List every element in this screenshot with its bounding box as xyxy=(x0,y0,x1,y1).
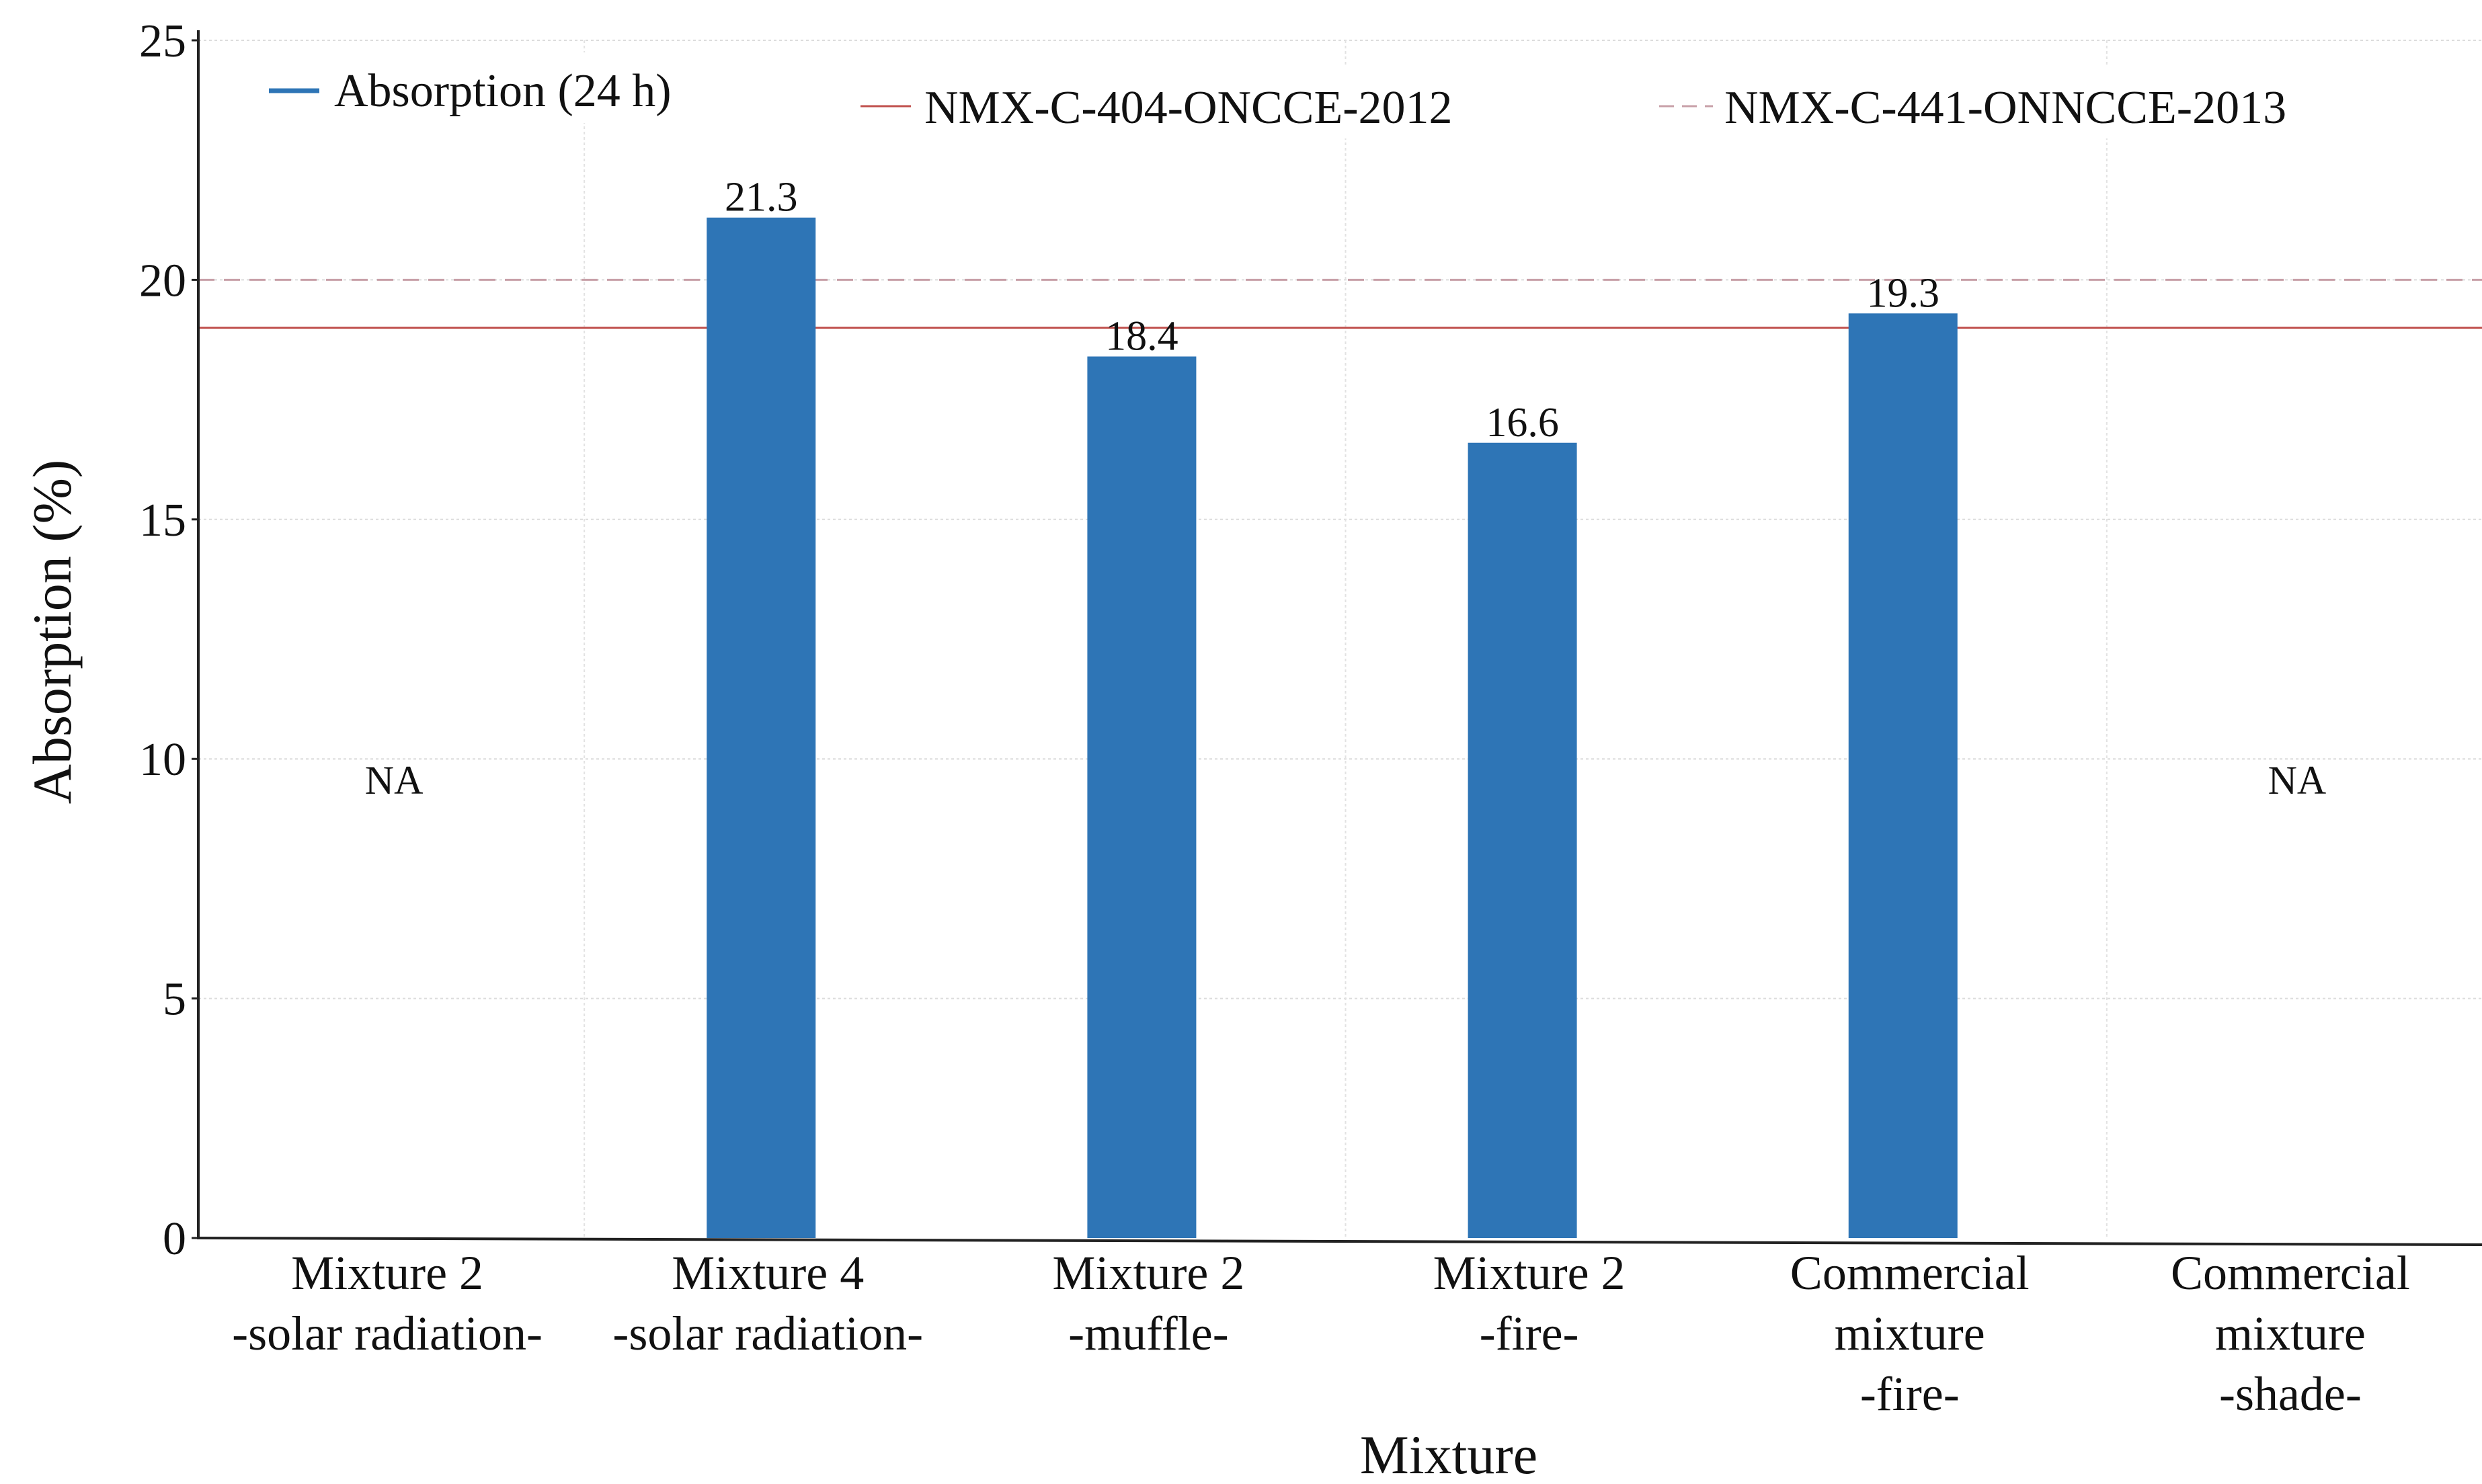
y-tick-label-5: 5 xyxy=(163,974,186,1026)
y-tick-label-15: 15 xyxy=(139,495,186,546)
bar-3 xyxy=(1468,442,1577,1239)
data-labels: NA 21.3 18.4 16.6 19.3 NA xyxy=(365,175,2327,802)
legend-box-ref-1 xyxy=(850,65,1573,138)
data-label-3: 16.6 xyxy=(1486,400,1559,446)
legend-box-ref-2 xyxy=(1650,65,2376,138)
na-label-0: NA xyxy=(365,758,424,802)
bars xyxy=(707,217,1958,1239)
bar-2 xyxy=(1087,356,1197,1238)
legend-label-ref-2: NMX-C-441-ONNCCE-2013 xyxy=(1724,82,2286,134)
bar-4 xyxy=(1848,313,1958,1238)
x-category-label-5: Commercial mixture -shade- xyxy=(2171,1246,2410,1421)
x-category-label-3: Mixture 2 -fire- xyxy=(1433,1246,1626,1360)
x-category-label-2: Mixture 2 -muffle- xyxy=(1052,1246,1244,1360)
y-tick-label-25: 25 xyxy=(139,15,186,67)
y-axis-title: Absorption (%) xyxy=(22,460,83,804)
x-axis-line xyxy=(196,1237,2482,1246)
legend-label-series: Absorption (24 h) xyxy=(334,65,672,117)
y-tick-label-20: 20 xyxy=(139,255,186,306)
bar-1 xyxy=(707,217,816,1239)
data-label-1: 21.3 xyxy=(725,175,798,220)
gridlines xyxy=(198,40,2482,1238)
reference-lines xyxy=(198,278,2482,329)
x-category-labels: Mixture 2 -solar radiation- Mixture 4 -sola… xyxy=(232,1246,2410,1421)
legend-box-series xyxy=(249,52,713,123)
x-category-label-1: Mixture 4 -solar radiation- xyxy=(612,1246,923,1360)
y-tick-label-0: 0 xyxy=(163,1213,186,1265)
y-tick-label-10: 10 xyxy=(139,734,186,786)
data-label-2: 18.4 xyxy=(1105,313,1178,359)
legend: Absorption (24 h) NMX-C-404-ONCCE-2012 N… xyxy=(249,52,2376,138)
axes xyxy=(192,30,2482,1246)
x-axis-title: Mixture xyxy=(1360,1424,1537,1484)
na-label-5: NA xyxy=(2268,758,2327,802)
data-label-4: 19.3 xyxy=(1867,270,1940,316)
plot-background xyxy=(198,40,2482,1238)
plot-area xyxy=(198,40,2482,1238)
y-tick-labels: 0 5 10 15 20 25 xyxy=(139,15,186,1265)
x-category-label-4: Commercial mixture -fire- xyxy=(1790,1246,2030,1421)
legend-label-ref-1: NMX-C-404-ONCCE-2012 xyxy=(924,82,1453,134)
x-category-label-0: Mixture 2 -solar radiation- xyxy=(232,1246,543,1360)
